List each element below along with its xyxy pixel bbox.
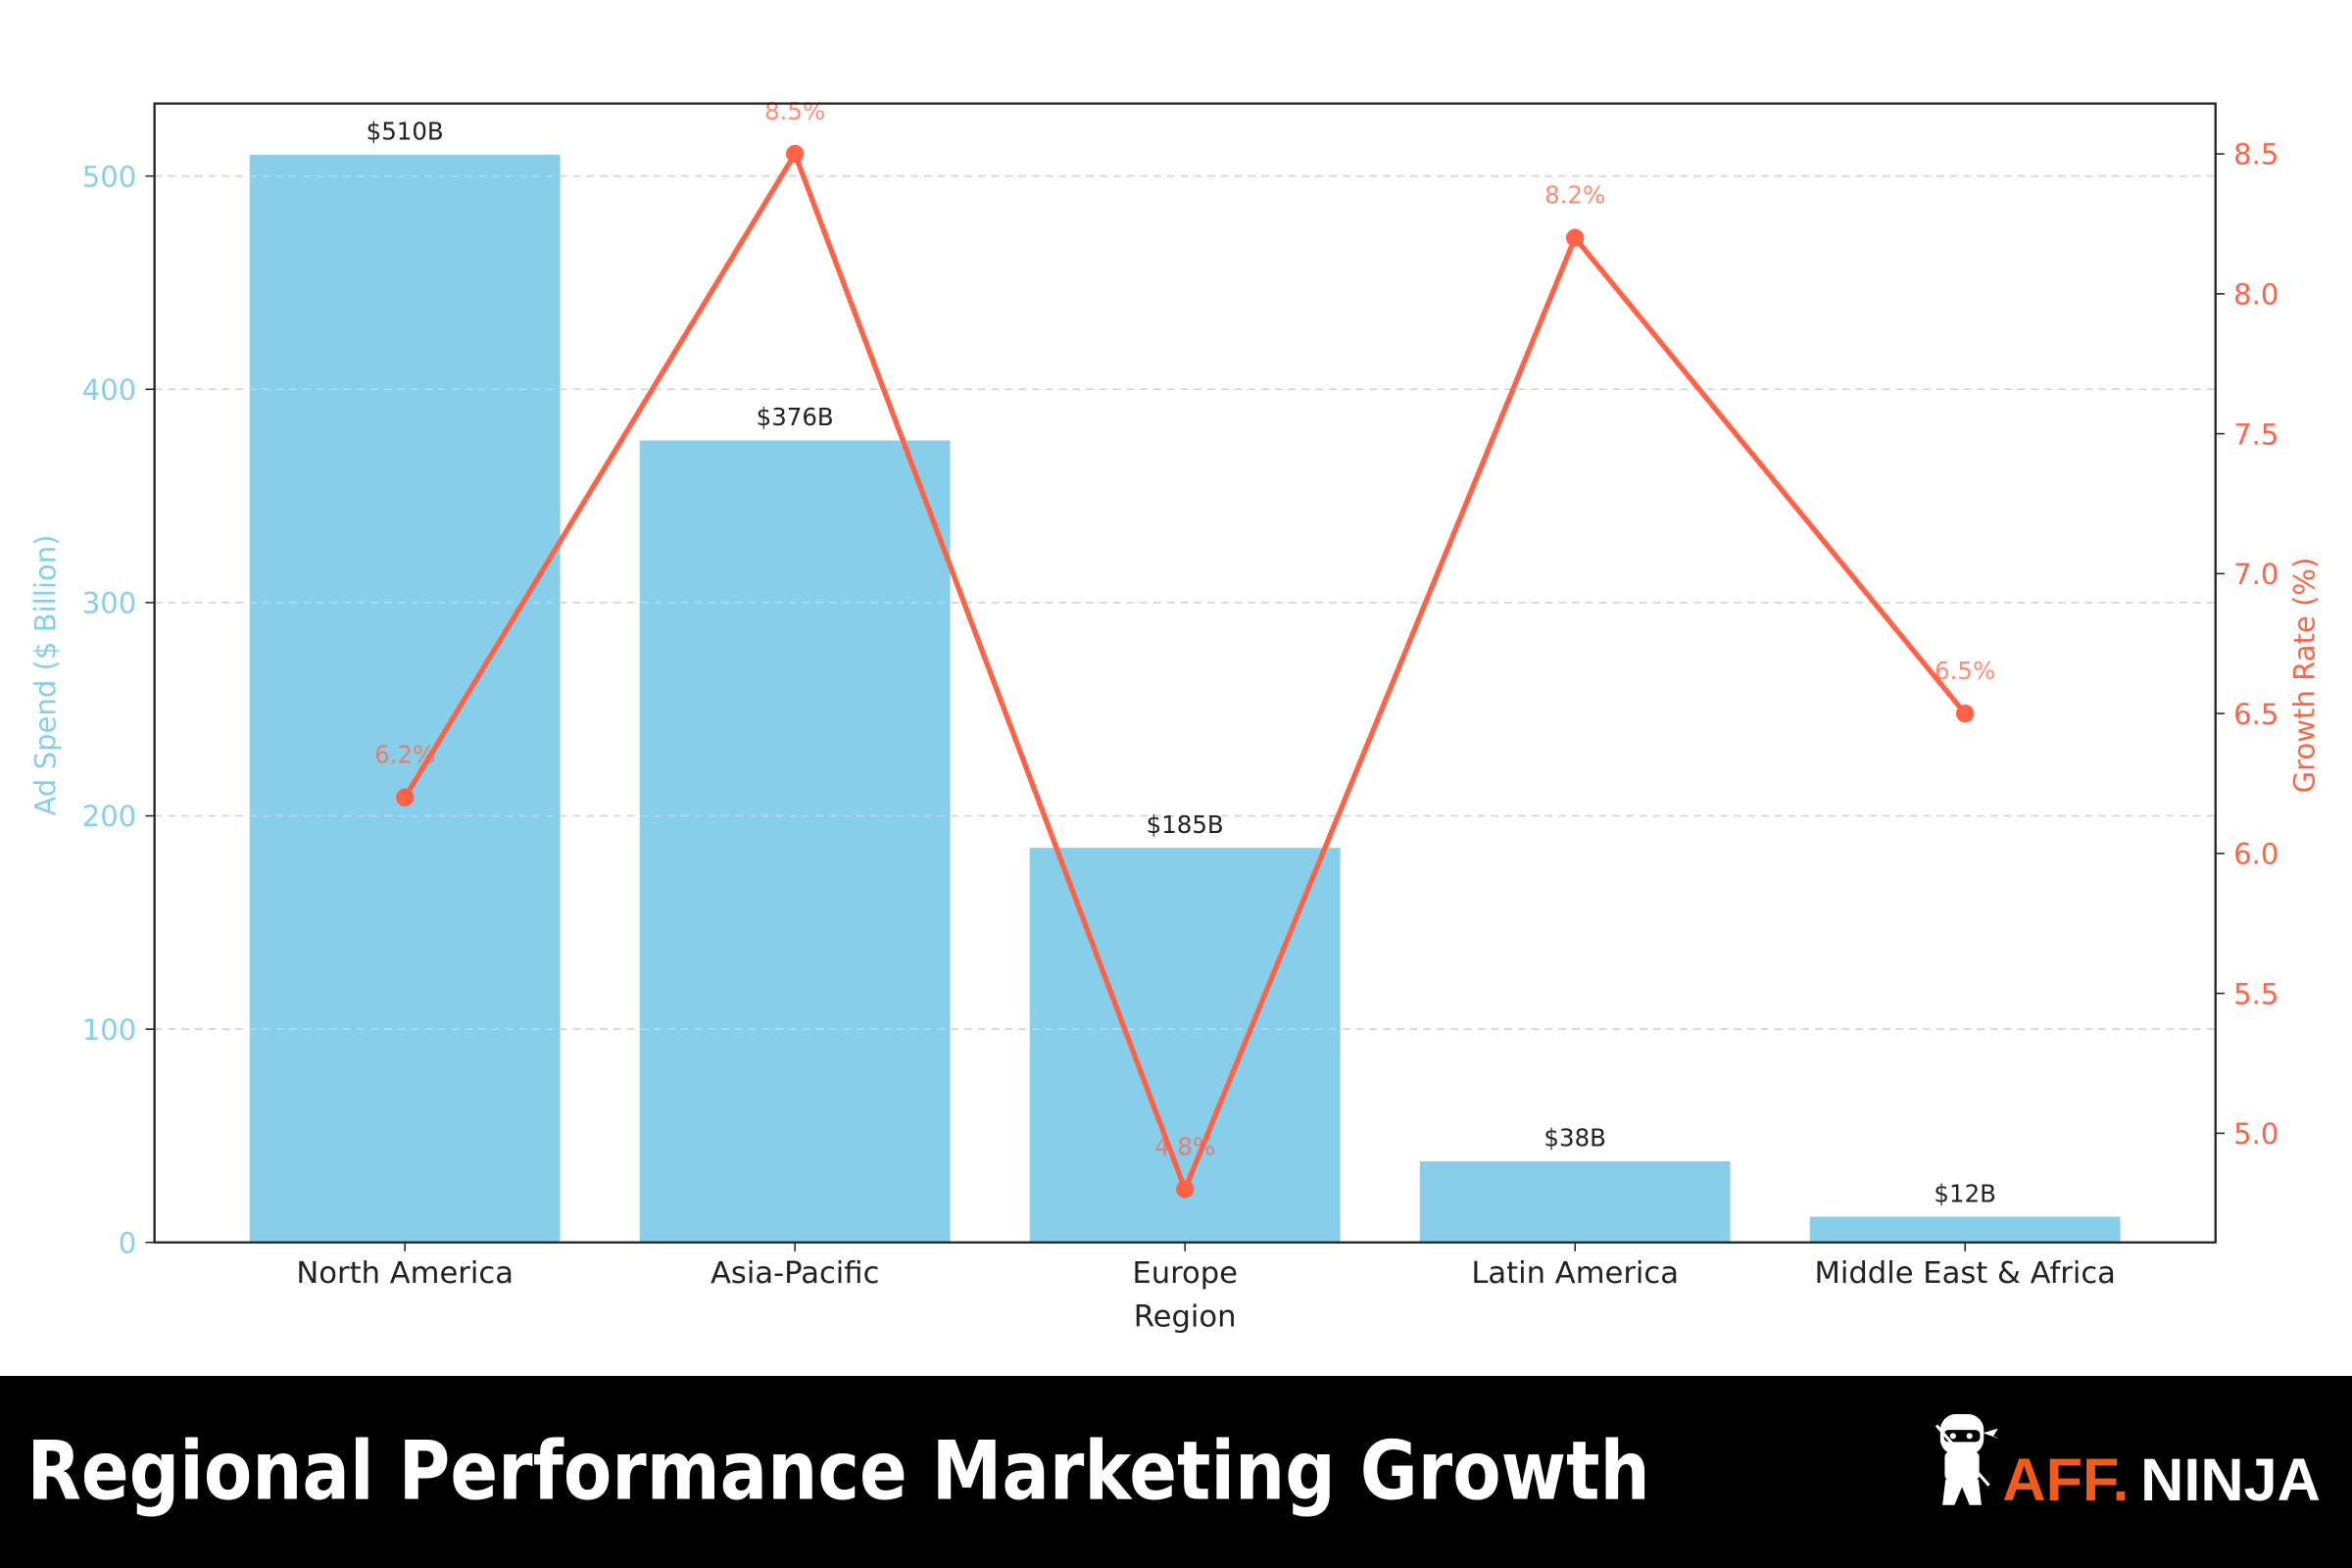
x-tick-label: Asia-Pacific — [710, 1256, 879, 1291]
grid-lines-overlay — [154, 174, 2216, 1030]
banner-title: Regional Performance Marketing Growth — [27, 1425, 1650, 1519]
x-axis-label: Region — [1134, 1299, 1237, 1334]
x-axis-ticks: North America Asia-Pacific Europe Latin Ame… — [296, 1242, 2116, 1291]
left-axis-label: Ad Spend ($ Billion) — [29, 535, 63, 816]
growth-point — [1956, 704, 1975, 723]
bar-value-label: $38B — [1544, 1124, 1606, 1152]
bar-value-label: $12B — [1934, 1179, 1996, 1207]
growth-value-label: 4.8% — [1154, 1132, 1215, 1160]
bar — [639, 440, 951, 1243]
right-axis-label: Growth Rate (%) — [2288, 558, 2322, 794]
right-axis-ticks: 5.0 5.5 6.0 6.5 7.0 7.5 8.0 8.5 — [2215, 138, 2278, 1151]
bar-value-label: $510B — [367, 118, 444, 146]
growth-value-label: 6.5% — [1935, 657, 1995, 685]
bar — [1809, 1216, 2121, 1243]
logo-text-accent: AFF. — [2002, 1446, 2129, 1513]
bar-value-label: $376B — [757, 403, 834, 431]
ninja-mascot-icon — [1935, 1414, 2000, 1505]
bar — [1419, 1161, 1731, 1243]
logo-text-main: NINJA — [2140, 1446, 2321, 1513]
left-tick-label: 500 — [82, 160, 137, 193]
x-tick-label: Europe — [1132, 1256, 1238, 1291]
growth-point — [785, 144, 805, 164]
growth-value-label: 8.5% — [764, 97, 825, 125]
bars — [249, 154, 2121, 1243]
x-tick-label: Latin America — [1471, 1256, 1679, 1291]
right-tick-label: 8.0 — [2233, 278, 2278, 312]
right-tick-label: 7.0 — [2233, 558, 2278, 591]
left-tick-label: 100 — [82, 1013, 137, 1047]
data-labels: $510B $376B $185B $38B $12B 6.2% 8.5% 4.8% 8.2% 6… — [367, 97, 1996, 1208]
growth-line — [395, 144, 1975, 1199]
right-tick-label: 8.5 — [2233, 138, 2278, 172]
bar-value-label: $185B — [1147, 810, 1224, 839]
growth-point — [395, 788, 415, 807]
bar — [249, 154, 561, 1243]
growth-point — [1176, 1180, 1195, 1199]
growth-point — [1566, 228, 1585, 247]
right-tick-label: 5.0 — [2233, 1117, 2278, 1151]
x-tick-label: Middle East & Africa — [1814, 1256, 2115, 1291]
growth-value-label: 8.2% — [1544, 180, 1605, 209]
right-tick-label: 7.5 — [2233, 417, 2278, 451]
right-tick-label: 6.0 — [2233, 838, 2278, 871]
growth-value-label: 6.2% — [374, 741, 435, 769]
right-tick-label: 6.5 — [2233, 698, 2278, 731]
left-tick-label: 200 — [82, 800, 137, 833]
x-tick-label: North America — [296, 1256, 514, 1291]
left-tick-label: 400 — [82, 373, 137, 407]
left-tick-label: 300 — [82, 587, 137, 620]
left-tick-label: 0 — [119, 1226, 137, 1259]
left-axis-ticks: 0 100 200 300 400 500 — [82, 160, 155, 1259]
right-tick-label: 5.5 — [2233, 977, 2278, 1010]
